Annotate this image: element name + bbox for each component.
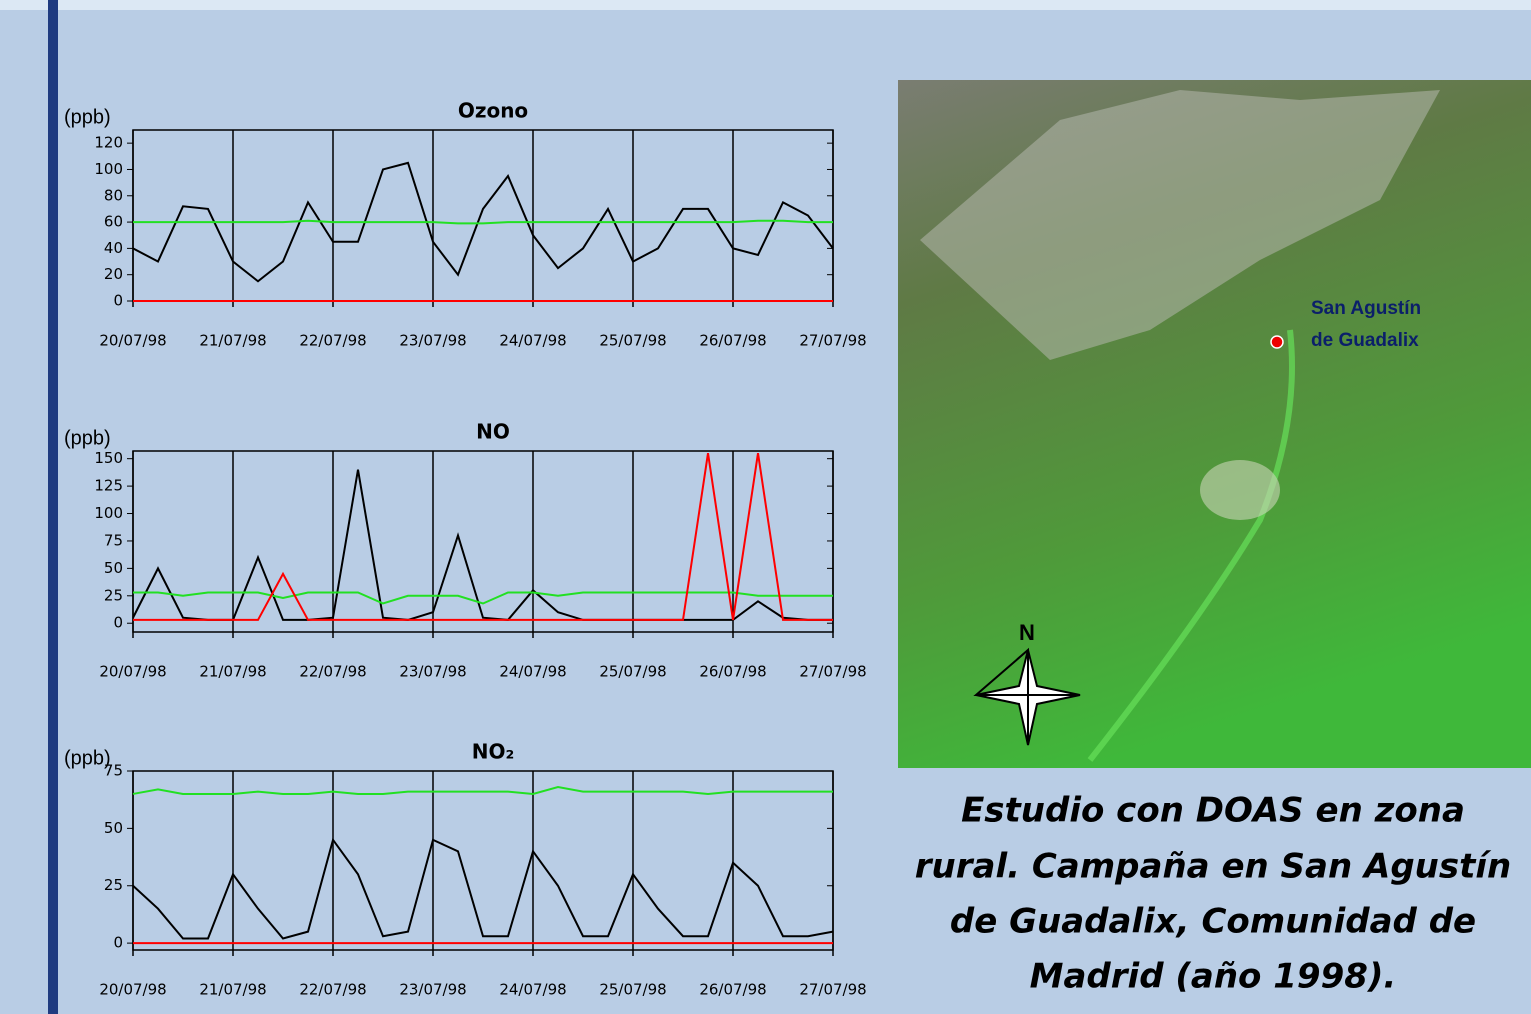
y-tick-label: 25	[104, 876, 123, 894]
y-tick-label: 0	[113, 614, 123, 632]
x-tick-label: 22/07/98	[299, 981, 366, 999]
slide: San Agustín de Guadalix N Estudio con DO…	[0, 0, 1531, 1014]
x-tick-label: 22/07/98	[299, 332, 366, 350]
chart-title: Ozono	[458, 99, 528, 123]
x-tick-label: 25/07/98	[599, 981, 666, 999]
y-tick-label: 125	[94, 477, 123, 495]
x-tick-label: 26/07/98	[699, 663, 766, 681]
x-tick-label: 27/07/98	[799, 981, 866, 999]
x-tick-label: 25/07/98	[599, 332, 666, 350]
map-label: San Agustín	[1311, 298, 1421, 319]
x-tick-label: 26/07/98	[699, 981, 766, 999]
map: San Agustín de Guadalix N	[898, 80, 1531, 768]
caption-line: rural. Campaña en San Agustín	[915, 847, 1511, 887]
y-tick-label: 0	[113, 292, 123, 310]
y-tick-label: 25	[104, 586, 123, 604]
x-tick-label: 27/07/98	[799, 663, 866, 681]
x-tick-label: 22/07/98	[299, 663, 366, 681]
x-tick-label: 26/07/98	[699, 332, 766, 350]
y-tick-label: 150	[94, 449, 123, 467]
y-tick-label: 75	[104, 531, 123, 549]
top-band	[0, 0, 1531, 10]
x-tick-label: 23/07/98	[399, 981, 466, 999]
location-dot	[1271, 336, 1283, 348]
x-tick-label: 24/07/98	[499, 981, 566, 999]
y-tick-label: 100	[94, 504, 123, 522]
caption-line: de Guadalix, Comunidad de	[950, 902, 1476, 942]
x-tick-label: 23/07/98	[399, 332, 466, 350]
y-tick-label: 80	[104, 186, 123, 204]
x-tick-label: 23/07/98	[399, 663, 466, 681]
x-tick-label: 20/07/98	[99, 663, 166, 681]
y-tick-label: 100	[94, 160, 123, 178]
x-tick-label: 21/07/98	[199, 663, 266, 681]
y-tick-label: 50	[104, 819, 123, 837]
caption-line: Madrid (año 1998).	[1030, 957, 1397, 997]
y-tick-label: 0	[113, 934, 123, 952]
chart-title: NO	[476, 420, 510, 444]
north-label: N	[1019, 620, 1035, 645]
x-tick-label: 21/07/98	[199, 981, 266, 999]
x-tick-label: 24/07/98	[499, 332, 566, 350]
x-tick-label: 24/07/98	[499, 663, 566, 681]
town	[1200, 460, 1280, 520]
y-axis-label: (ppb)	[64, 427, 111, 449]
x-tick-label: 20/07/98	[99, 332, 166, 350]
y-axis-label: (ppb)	[64, 106, 111, 128]
y-tick-label: 120	[94, 134, 123, 152]
y-tick-label: 40	[104, 239, 123, 257]
y-tick-label: 60	[104, 213, 123, 231]
left-bar	[48, 0, 58, 1014]
x-tick-label: 20/07/98	[99, 981, 166, 999]
page: {"chart_data": [ {"type": "line", "title…	[0, 0, 1531, 1014]
chart-title: NO₂	[472, 740, 515, 764]
caption-line: Estudio con DOAS en zona	[961, 791, 1465, 831]
y-tick-label: 20	[104, 265, 123, 283]
y-tick-label: 75	[104, 762, 123, 780]
x-tick-label: 21/07/98	[199, 332, 266, 350]
x-tick-label: 25/07/98	[599, 663, 666, 681]
x-tick-label: 27/07/98	[799, 332, 866, 350]
y-tick-label: 50	[104, 559, 123, 577]
map-label: de Guadalix	[1311, 330, 1419, 351]
